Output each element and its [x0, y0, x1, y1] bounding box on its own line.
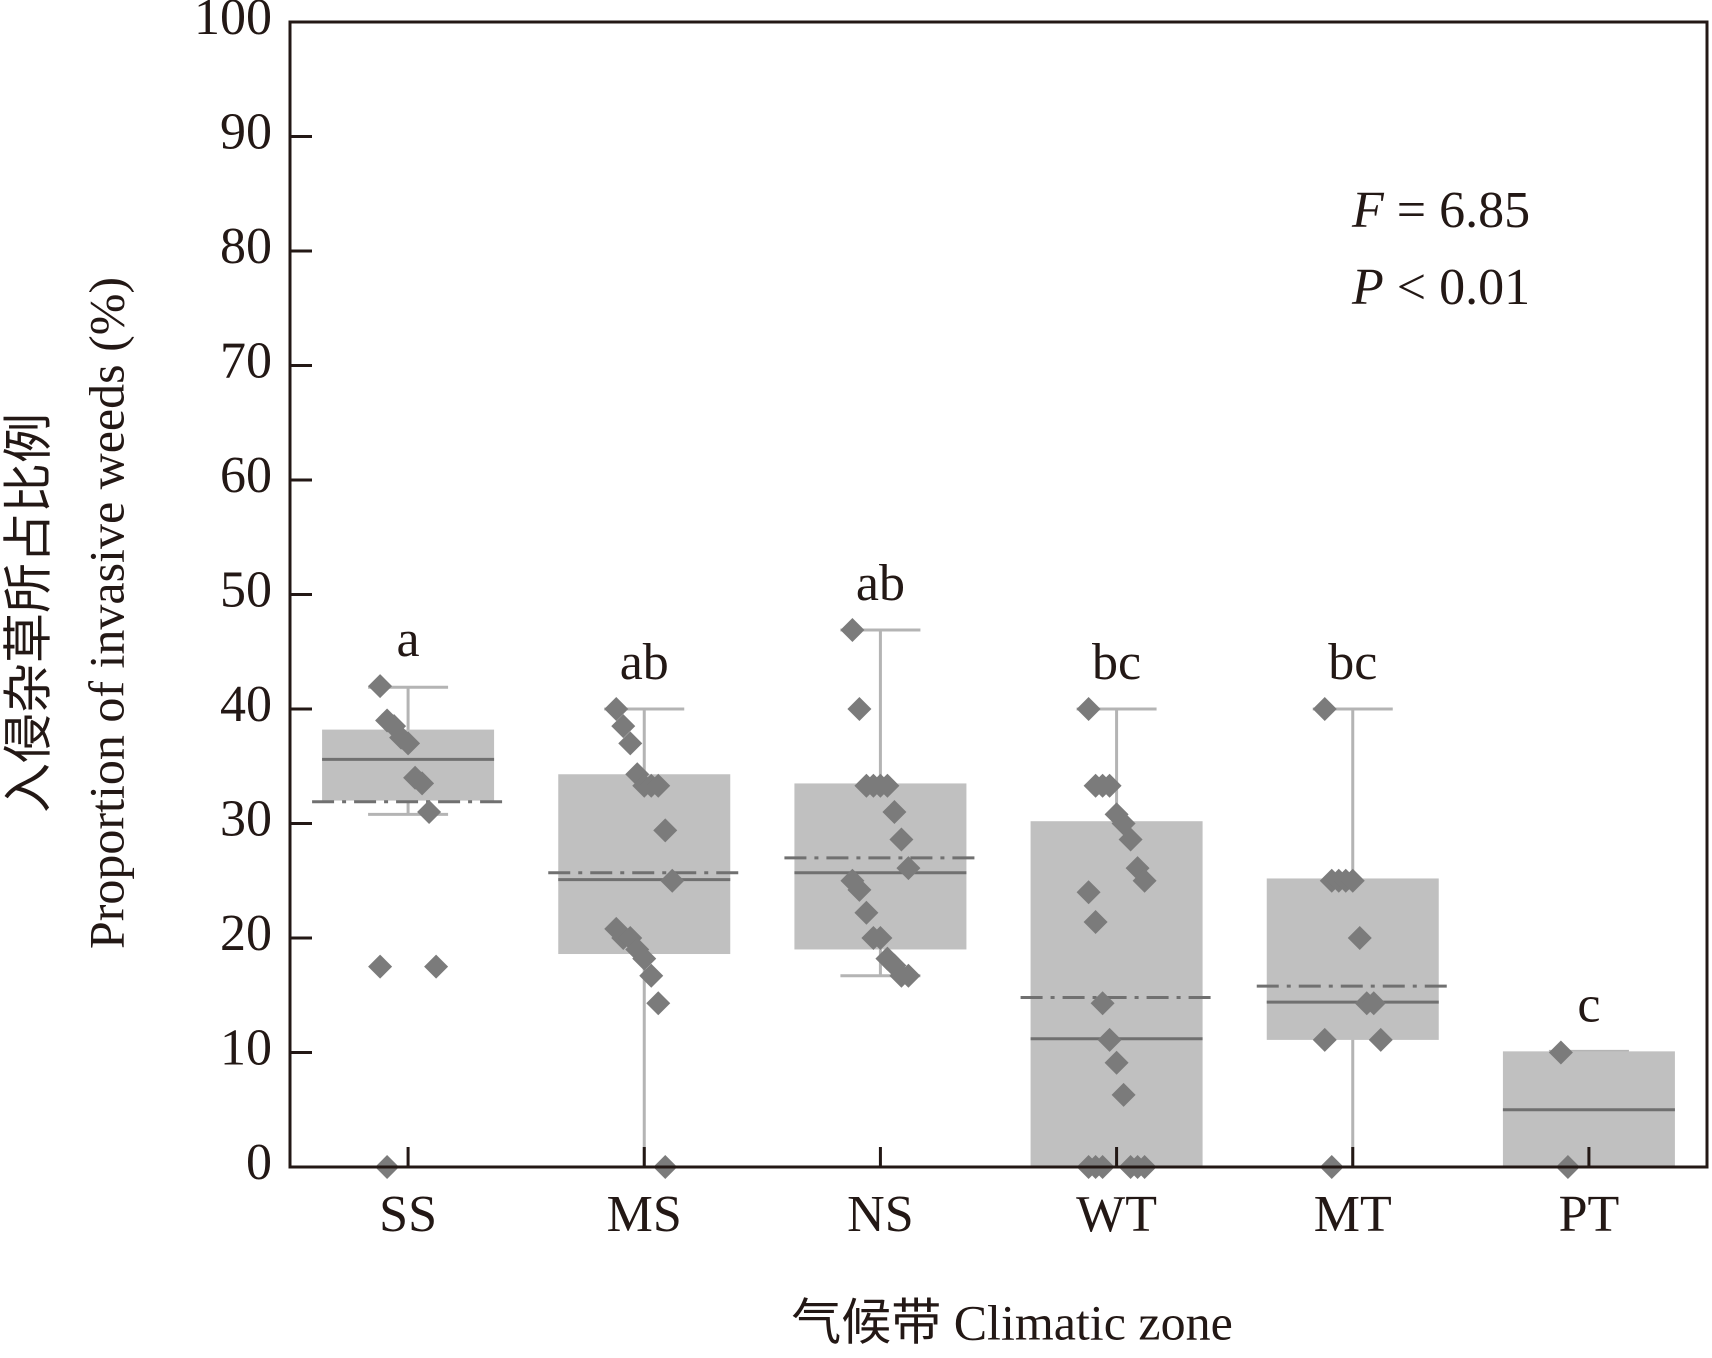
x-tick-label: MS	[607, 1186, 682, 1243]
data-point	[875, 773, 900, 798]
box	[558, 774, 731, 955]
annotation-symbol: P	[1351, 259, 1384, 316]
y-tick-label: 0	[246, 1134, 272, 1191]
data-point	[868, 926, 893, 950]
significance-letter: c	[1577, 976, 1600, 1033]
data-point	[847, 877, 872, 902]
data-point	[410, 771, 435, 796]
data-point	[1097, 1027, 1122, 1052]
y-axis-label: Proportion of invasive weeds (%)	[78, 277, 134, 949]
data-point	[618, 731, 643, 756]
y-tick-label: 90	[220, 103, 272, 160]
y-tick-label: 40	[220, 676, 272, 733]
y-axis-label: 入侵杂草所占比例	[0, 413, 56, 813]
data-point	[1076, 697, 1101, 721]
data-point	[1347, 926, 1372, 950]
data-point	[882, 800, 907, 825]
annotation-symbol: F	[1351, 182, 1385, 239]
significance-letter: a	[397, 611, 420, 668]
y-tick-label: 80	[220, 218, 272, 275]
data-point	[632, 946, 657, 971]
data-point	[368, 954, 393, 979]
annotation: F = 6.85	[1351, 182, 1530, 239]
x-tick-label: MT	[1314, 1186, 1392, 1243]
annotation-text: < 0.01	[1397, 259, 1530, 316]
data-point	[611, 714, 636, 739]
y-tick-label: 20	[220, 905, 272, 962]
y-tick-label: 60	[220, 447, 272, 504]
y-tick-label: 50	[220, 561, 272, 618]
data-point	[1312, 1027, 1337, 1052]
data-point	[1132, 868, 1157, 893]
annotation-text: = 6.85	[1397, 182, 1530, 239]
data-point	[1361, 991, 1386, 1016]
data-point	[646, 991, 671, 1016]
data-point	[847, 697, 872, 721]
data-point	[896, 856, 921, 881]
data-point	[396, 731, 421, 756]
data-point	[1118, 827, 1143, 852]
data-point	[660, 868, 685, 893]
data-point	[1111, 1082, 1136, 1107]
data-point	[1548, 1040, 1573, 1065]
box	[1266, 878, 1439, 1040]
significance-letter: bc	[1092, 634, 1141, 691]
x-tick-label: NS	[847, 1186, 913, 1243]
y-tick-label: 10	[220, 1019, 272, 1076]
box	[794, 783, 967, 950]
data-point	[889, 827, 914, 852]
data-point	[417, 800, 442, 825]
data-point	[646, 773, 671, 798]
box	[1030, 821, 1203, 1167]
data-point	[1097, 773, 1122, 798]
x-axis-label: 气候带 Climatic zone	[791, 1294, 1233, 1350]
data-point	[1083, 909, 1108, 934]
data-point	[424, 954, 449, 979]
y-tick-label: 70	[220, 332, 272, 389]
data-point	[896, 963, 921, 988]
data-point	[1076, 880, 1101, 905]
y-tick-label: 100	[194, 0, 272, 46]
data-point	[639, 963, 664, 988]
data-point	[1104, 1050, 1129, 1075]
data-point	[1368, 1027, 1393, 1052]
y-tick-label: 30	[220, 790, 272, 847]
annotation: P < 0.01	[1351, 259, 1530, 316]
data-point	[1340, 868, 1365, 893]
data-point	[1090, 991, 1115, 1016]
plot-frame	[288, 20, 1709, 1169]
x-tick-label: PT	[1559, 1186, 1620, 1243]
data-point	[604, 697, 629, 721]
x-tick-label: WT	[1076, 1186, 1157, 1243]
x-tick-label: SS	[379, 1186, 437, 1243]
data-point	[368, 674, 393, 699]
data-point	[840, 617, 865, 642]
data-point	[854, 900, 879, 925]
significance-letter: ab	[856, 555, 905, 612]
data-point	[653, 818, 678, 843]
significance-letter: bc	[1328, 634, 1377, 691]
data-point	[1312, 697, 1337, 721]
significance-letter: ab	[620, 634, 669, 691]
